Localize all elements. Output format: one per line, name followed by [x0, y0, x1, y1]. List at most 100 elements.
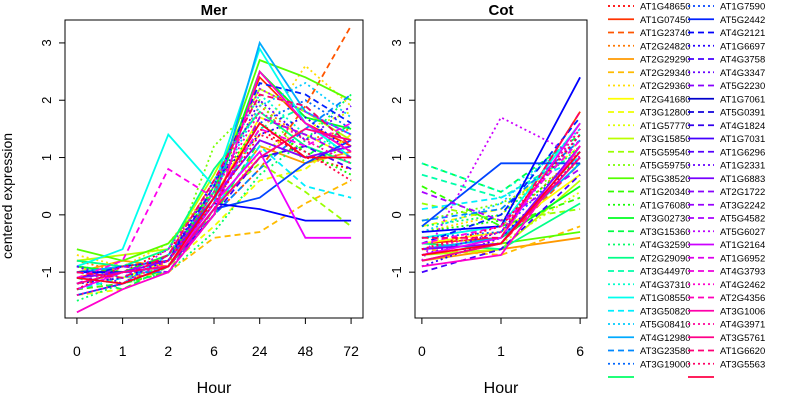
legend-label: AT2G4356 — [720, 293, 765, 304]
legend: AT1G48650 AT1G07450 AT1G23740 AT2G24820 AT2G… — [608, 2, 765, 378]
cot-series-line — [421, 139, 581, 245]
cot-series-line — [421, 162, 581, 228]
mer-panel: Mer -1 0 1 2 3 0 1 2 6 24 48 72 Hour — [39, 2, 364, 397]
mer-x-tick-label: 2 — [164, 343, 172, 359]
legend-label: AT3G50820 — [640, 306, 691, 317]
mer-y-tick-label: 2 — [39, 97, 54, 104]
cot-y-tick-label: 0 — [389, 211, 404, 218]
legend-label: AT3G2242 — [720, 200, 765, 211]
mer-series-line — [76, 69, 352, 314]
legend-label: AT3G1006 — [720, 306, 765, 317]
cot-y-tick-label: 1 — [389, 154, 404, 161]
mer-y-tick-label: 3 — [39, 39, 54, 46]
legend-label: AT2G29340 — [640, 68, 691, 79]
legend-label: AT1G7061 — [720, 94, 765, 105]
cot-series-line — [421, 128, 581, 233]
mer-y-tick-label: -1 — [39, 266, 54, 278]
legend-label: AT1G2331 — [720, 161, 765, 172]
legend-label: AT5G38520 — [640, 174, 691, 185]
mer-series-line — [76, 104, 352, 285]
legend-label: AT1G07450 — [640, 15, 691, 26]
cot-series-line — [421, 134, 581, 256]
mer-series-line — [76, 110, 352, 268]
legend-label: AT1G6952 — [720, 253, 765, 264]
legend-label: AT4G3793 — [720, 267, 765, 278]
legend-label: AT5G59750 — [640, 161, 691, 172]
cot-y-tick-label: 3 — [389, 39, 404, 46]
legend-label: AT3G12800 — [640, 108, 691, 119]
mer-series-line — [76, 93, 352, 302]
cot-y-tick-label: 2 — [389, 97, 404, 104]
mer-x-tick-label: 48 — [298, 343, 314, 359]
legend-label: AT1G57770 — [640, 121, 691, 132]
cot-series-line — [421, 133, 581, 193]
legend-label: AT4G2121 — [720, 28, 765, 39]
legend-label: AT4G37310 — [640, 280, 691, 291]
cot-series-line — [421, 151, 581, 256]
mer-series-line — [76, 75, 352, 279]
legend-label: AT1G08550 — [640, 293, 691, 304]
mer-x-tick-label: 1 — [119, 343, 127, 359]
legend-label: AT1G23740 — [640, 28, 691, 39]
legend-label: AT2G24820 — [640, 41, 691, 52]
legend-label: AT2G41680 — [640, 94, 691, 105]
legend-label: AT4G3971 — [720, 320, 765, 331]
cot-series-group — [421, 76, 581, 274]
cot-panel: Cot -1 0 1 2 3 0 1 6 Hour — [389, 2, 588, 397]
cot-series-line — [421, 128, 581, 251]
legend-label: AT4G3347 — [720, 68, 765, 79]
legend-label: AT1G2164 — [720, 240, 765, 251]
mer-series-line — [76, 133, 352, 291]
legend-label: AT4G1824 — [720, 121, 765, 132]
cot-x-tick-label: 0 — [418, 343, 426, 359]
mer-x-tick-label: 0 — [73, 343, 81, 359]
legend-label: AT5G59540 — [640, 147, 691, 158]
legend-label: AT3G02730 — [640, 214, 691, 225]
cot-y-tick-label: -1 — [389, 266, 404, 278]
cot-title: Cot — [489, 2, 514, 19]
mer-x-axis-label: Hour — [197, 380, 232, 397]
cot-series-line — [421, 145, 581, 228]
legend-label: AT2G1722 — [720, 187, 765, 198]
mer-y-tick-label: 1 — [39, 154, 54, 161]
cot-series-line — [421, 168, 581, 222]
legend-label: AT3G23580 — [640, 346, 691, 357]
legend-label: AT4G2462 — [720, 280, 765, 291]
legend-label: AT1G6620 — [720, 346, 765, 357]
legend-label: AT4G12980 — [640, 333, 691, 344]
mer-series-line — [76, 110, 352, 296]
cot-series-line — [421, 162, 581, 222]
legend-label: AT1G20340 — [640, 187, 691, 198]
legend-label: AT3G19000 — [640, 359, 691, 370]
legend-label: AT2G29290 — [640, 55, 691, 66]
cot-series-line — [421, 185, 581, 228]
cot-series-line — [421, 116, 581, 245]
cot-series-line — [421, 191, 581, 245]
cot-series-line — [421, 145, 581, 228]
mer-y-tick-label: 0 — [39, 211, 54, 218]
mer-series-line — [76, 87, 352, 279]
legend-label: AT1G48650 — [640, 2, 691, 13]
legend-label: AT1G6697 — [720, 41, 765, 52]
cot-series-line — [421, 174, 581, 274]
legend-label: AT5G2442 — [720, 15, 765, 26]
mer-title: Mer — [201, 2, 228, 19]
legend-label: AT2G29360 — [640, 81, 691, 92]
legend-label: AT3G5563 — [720, 359, 765, 370]
mer-series-line — [76, 81, 352, 279]
cot-series-line — [421, 122, 581, 256]
legend-label: AT3G44970 — [640, 267, 691, 278]
mer-x-tick-label: 6 — [210, 343, 218, 359]
legend-label: AT4G3758 — [720, 55, 765, 66]
legend-label: AT1G6296 — [720, 147, 765, 158]
legend-label: AT5G6027 — [720, 227, 765, 238]
mer-x-tick-label: 72 — [343, 343, 359, 359]
legend-label: AT2G29090 — [640, 253, 691, 264]
mer-series-line — [76, 162, 352, 279]
legend-label: AT3G15850 — [640, 134, 691, 145]
cot-series-line — [421, 151, 581, 239]
legend-label: AT1G76080 — [640, 200, 691, 211]
legend-label: AT1G7590 — [720, 2, 765, 13]
legend-label: AT5G0391 — [720, 108, 765, 119]
mer-series-line — [76, 93, 352, 279]
